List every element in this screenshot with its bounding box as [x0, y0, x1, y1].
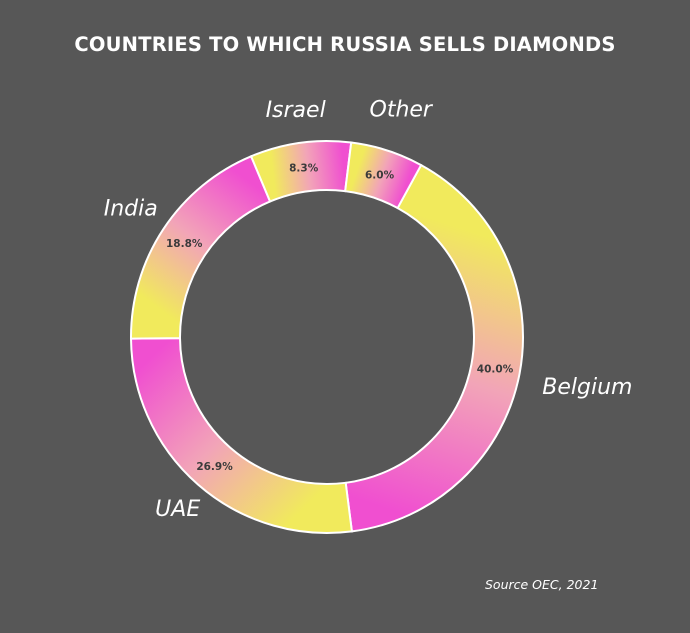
category-label-israel: Israel	[266, 98, 326, 123]
category-label-belgium: Belgium	[542, 375, 632, 400]
category-labels-layer: Belgium UAE India Israel Other	[104, 98, 633, 522]
value-label-uae: 26.9%	[196, 461, 233, 473]
value-label-other: 6.0%	[365, 169, 395, 181]
chart-title: COUNTRIES TO WHICH RUSSIA SELLS DIAMONDS	[74, 33, 616, 56]
slices-layer	[129, 140, 524, 534]
value-label-israel: 8.3%	[289, 163, 319, 175]
slice-other	[344, 141, 423, 210]
value-label-india: 18.8%	[166, 238, 203, 250]
source-note: Source OEC, 2021	[485, 577, 599, 592]
slice-belgium	[344, 163, 524, 533]
value-label-belgium: 40.0%	[477, 364, 514, 376]
category-label-uae: UAE	[155, 497, 200, 522]
category-label-india: India	[104, 197, 158, 222]
category-label-other: Other	[370, 98, 434, 123]
value-labels-layer: 40.0% 26.9% 18.8% 8.3% 6.0%	[166, 163, 514, 473]
